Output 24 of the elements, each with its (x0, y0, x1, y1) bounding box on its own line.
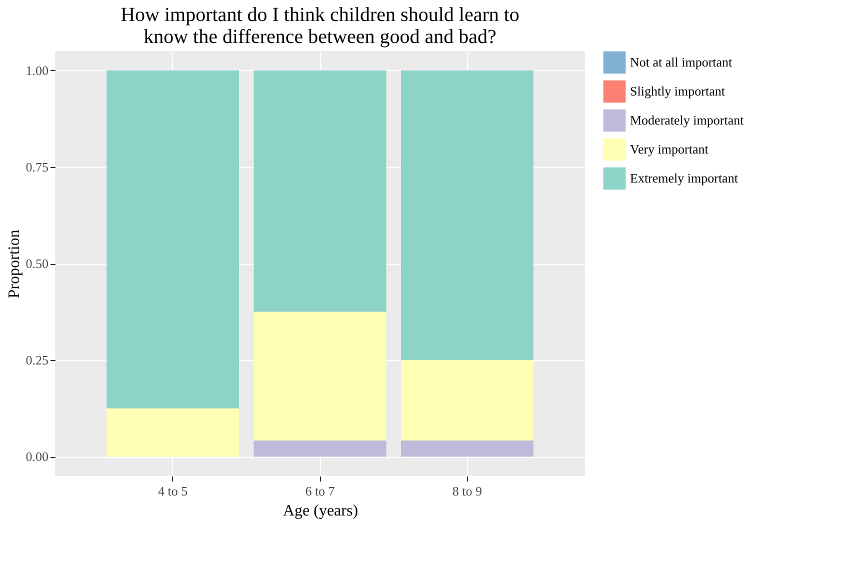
legend-label: Slightly important (630, 84, 726, 98)
y-tick-label: 0.50 (26, 256, 48, 271)
legend-label: Very important (630, 142, 709, 156)
y-tick-label: 1.00 (26, 62, 48, 78)
bar (400, 70, 534, 360)
y-axis-title: Proportion (6, 230, 23, 298)
y-tick-label: 0.25 (26, 352, 48, 368)
x-tick-label: 6 to 7 (305, 484, 336, 498)
x-tick-label: 4 to 5 (158, 484, 188, 498)
bar (400, 360, 534, 440)
bar (254, 440, 386, 457)
bar (254, 312, 386, 440)
y-tick-label: 0.75 (26, 159, 48, 174)
bar (106, 408, 240, 457)
y-tick-label: 0.00 (26, 449, 48, 464)
bar (106, 70, 240, 408)
x-tick-label: 8 to 9 (452, 484, 482, 498)
legend-label: Not at all important (630, 54, 733, 70)
bar (400, 440, 534, 457)
legend-label: Extremely important (630, 170, 738, 186)
bar (254, 70, 386, 312)
chart-title: How important do I think children should learn to know the difference between good and bad? (120, 4, 520, 48)
x-axis-title: Age (years) (282, 502, 358, 520)
legend-label: Moderately important (630, 112, 744, 128)
